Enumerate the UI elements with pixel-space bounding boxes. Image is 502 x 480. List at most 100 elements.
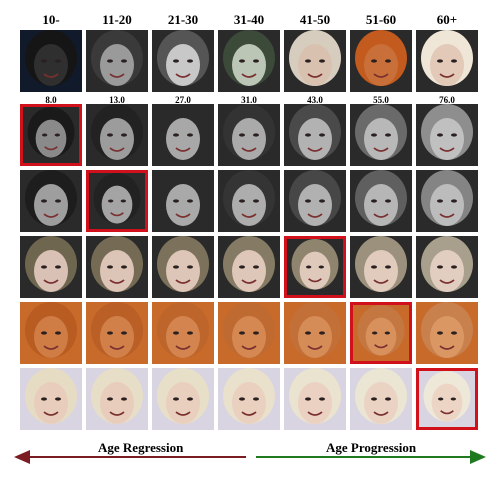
face-tile xyxy=(86,236,148,298)
face-icon xyxy=(416,236,478,298)
face-icon xyxy=(86,302,148,364)
estimated-age-label: 76.0 xyxy=(439,95,455,105)
face-icon xyxy=(416,302,478,364)
face-tile xyxy=(20,170,82,232)
face-icon xyxy=(89,173,145,229)
selected-face-tile xyxy=(86,170,148,232)
face-icon xyxy=(350,368,412,430)
face-tile xyxy=(218,236,280,298)
face-tile xyxy=(152,170,214,232)
face-tile xyxy=(416,236,478,298)
face-icon xyxy=(350,170,412,232)
face-icon xyxy=(350,104,412,166)
face-icon xyxy=(284,302,346,364)
face-icon xyxy=(218,236,280,298)
face-tile xyxy=(152,104,214,166)
face-tile xyxy=(152,368,214,430)
face-icon xyxy=(152,236,214,298)
estimated-age-label: 8.0 xyxy=(45,95,57,105)
face-icon xyxy=(86,30,148,92)
face-icon xyxy=(416,170,478,232)
estimated-age-label: 43.0 xyxy=(307,95,323,105)
selected-face-tile xyxy=(416,368,478,430)
face-icon xyxy=(20,236,82,298)
face-icon xyxy=(284,104,346,166)
face-icon xyxy=(152,170,214,232)
face-icon xyxy=(152,368,214,430)
age-progression-label: Age Progression xyxy=(326,440,417,455)
face-tile xyxy=(86,368,148,430)
face-icon xyxy=(218,104,280,166)
face-tile xyxy=(20,236,82,298)
face-icon xyxy=(86,104,148,166)
face-icon xyxy=(86,236,148,298)
face-icon xyxy=(350,236,412,298)
progression-arrow-head xyxy=(470,450,486,464)
column-header: 41-50 xyxy=(299,12,331,27)
face-icon xyxy=(218,368,280,430)
face-tile xyxy=(284,368,346,430)
face-icon xyxy=(350,30,412,92)
input-face-tile xyxy=(20,30,82,92)
face-tile xyxy=(416,104,478,166)
face-tile xyxy=(218,170,280,232)
estimated-age-label: 13.0 xyxy=(109,95,125,105)
face-icon xyxy=(20,30,82,92)
face-icon xyxy=(218,30,280,92)
face-icon xyxy=(20,368,82,430)
regression-arrow-head xyxy=(14,450,30,464)
face-tile xyxy=(350,170,412,232)
face-icon xyxy=(284,30,346,92)
face-icon xyxy=(23,107,79,163)
selected-face-tile xyxy=(284,236,346,298)
selected-face-tile xyxy=(20,104,82,166)
face-icon xyxy=(353,305,409,361)
input-face-tile xyxy=(152,30,214,92)
column-header: 60+ xyxy=(436,12,458,27)
estimated-age-label: 55.0 xyxy=(373,95,389,105)
face-icon xyxy=(419,371,475,427)
face-icon xyxy=(416,104,478,166)
face-icon xyxy=(416,30,478,92)
face-tile xyxy=(416,170,478,232)
input-face-tile xyxy=(284,30,346,92)
face-icon xyxy=(284,170,346,232)
face-tile xyxy=(152,236,214,298)
age-regression-label: Age Regression xyxy=(98,440,184,455)
estimated-age-label: 27.0 xyxy=(175,95,191,105)
face-icon xyxy=(20,302,82,364)
column-header: 21-30 xyxy=(167,12,199,27)
face-icon xyxy=(218,302,280,364)
face-tile xyxy=(284,302,346,364)
input-face-tile xyxy=(86,30,148,92)
column-header: 31-40 xyxy=(233,12,265,27)
face-icon xyxy=(284,368,346,430)
face-tile xyxy=(350,236,412,298)
input-face-tile xyxy=(218,30,280,92)
face-icon xyxy=(152,104,214,166)
face-tile xyxy=(20,368,82,430)
face-tile xyxy=(86,302,148,364)
face-tile xyxy=(218,368,280,430)
face-tile xyxy=(20,302,82,364)
face-tile xyxy=(218,104,280,166)
selected-face-tile xyxy=(350,302,412,364)
face-icon xyxy=(152,30,214,92)
face-tile xyxy=(284,104,346,166)
face-tile xyxy=(86,104,148,166)
column-header: 11-20 xyxy=(102,12,132,27)
face-tile xyxy=(350,104,412,166)
input-face-tile xyxy=(350,30,412,92)
face-icon xyxy=(152,302,214,364)
estimated-age-label: 31.0 xyxy=(241,95,257,105)
face-tile xyxy=(152,302,214,364)
face-icon xyxy=(86,368,148,430)
face-tile xyxy=(218,302,280,364)
column-header: 51-60 xyxy=(365,12,397,27)
face-icon xyxy=(287,239,343,295)
column-header: 10- xyxy=(42,12,60,27)
face-tile xyxy=(416,302,478,364)
face-tile xyxy=(350,368,412,430)
input-face-tile xyxy=(416,30,478,92)
